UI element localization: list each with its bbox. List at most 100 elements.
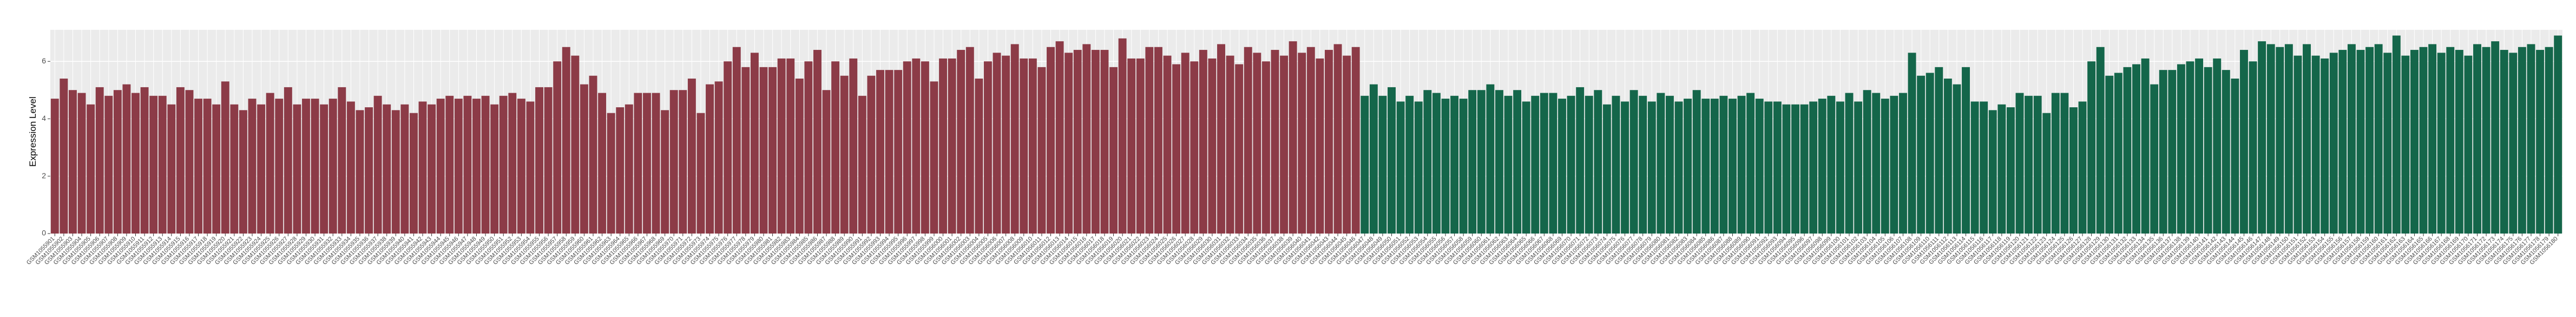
bar	[356, 110, 364, 234]
bar	[1863, 90, 1871, 234]
bar	[149, 95, 158, 234]
bar	[1504, 95, 1513, 234]
bar	[2491, 41, 2500, 234]
bar	[2536, 50, 2545, 234]
bar	[1908, 53, 1916, 234]
bar	[185, 90, 194, 234]
bar	[1549, 93, 1558, 234]
bar	[2464, 55, 2473, 234]
bar	[1953, 84, 1961, 234]
bar	[1316, 58, 1324, 234]
bar	[1432, 93, 1441, 234]
bar	[490, 104, 499, 234]
bar	[993, 53, 1001, 234]
bar	[2258, 41, 2266, 234]
bar	[1064, 53, 1073, 234]
bar	[652, 93, 660, 234]
bar	[903, 61, 911, 234]
bar	[2204, 67, 2212, 234]
bar	[445, 95, 454, 234]
bar	[221, 81, 229, 234]
bar	[2015, 93, 2024, 234]
bar	[948, 58, 956, 234]
bar	[1729, 99, 1737, 234]
bar	[1943, 79, 1952, 234]
bar	[1926, 73, 1934, 234]
bar	[1154, 47, 1162, 234]
bar	[230, 104, 239, 234]
bar	[472, 99, 481, 234]
bar	[1136, 58, 1145, 234]
bar	[2249, 61, 2257, 234]
bar	[714, 81, 723, 234]
bar	[2042, 113, 2051, 234]
bar	[2168, 70, 2177, 234]
bar	[930, 81, 938, 234]
y-tick-label: 6	[42, 56, 46, 65]
bar	[1764, 101, 1773, 234]
bar	[1037, 67, 1046, 234]
bar	[858, 95, 866, 234]
bar	[2114, 73, 2122, 234]
bar	[1486, 84, 1495, 234]
bar	[311, 99, 319, 234]
bar	[1970, 101, 1979, 234]
bar	[1477, 90, 1486, 234]
y-tick-label: 2	[42, 171, 46, 180]
bar	[2240, 50, 2248, 234]
bar	[248, 99, 257, 234]
bar	[643, 93, 651, 234]
bar	[687, 79, 696, 234]
bar	[2150, 84, 2159, 234]
bar	[365, 107, 373, 234]
bar	[2518, 47, 2526, 234]
bar	[1531, 95, 1540, 234]
bar	[2069, 107, 2078, 234]
bar	[77, 93, 86, 234]
bar	[526, 101, 535, 234]
bar	[481, 95, 490, 234]
bar	[1674, 101, 1683, 234]
bar	[1324, 50, 1333, 234]
bar	[463, 95, 472, 234]
bar	[634, 93, 642, 234]
bar	[2545, 47, 2553, 234]
bar	[1980, 101, 1988, 234]
bar	[275, 99, 284, 234]
bar	[1289, 41, 1297, 234]
bar	[517, 99, 525, 234]
bar	[2347, 44, 2356, 234]
bar	[293, 104, 301, 234]
bar	[1091, 50, 1100, 234]
bar	[328, 99, 337, 234]
bar	[975, 79, 983, 234]
bar	[1881, 99, 1889, 234]
bar	[795, 79, 804, 234]
bar	[1010, 44, 1019, 234]
bar	[1719, 95, 1728, 234]
bar	[1962, 67, 1970, 234]
bar	[1396, 101, 1405, 234]
bar	[409, 113, 418, 234]
bar	[284, 87, 292, 234]
bar	[1585, 95, 1593, 234]
bar	[921, 61, 929, 234]
bar	[140, 87, 149, 234]
bar	[1845, 93, 1854, 234]
bar	[2374, 44, 2383, 234]
bar	[894, 70, 903, 234]
bar	[1854, 101, 1863, 234]
bar	[957, 50, 965, 234]
bar	[1917, 75, 1926, 234]
bar	[1567, 95, 1575, 234]
bar	[1343, 55, 1351, 234]
bar	[1988, 110, 1997, 234]
bar	[1199, 50, 1207, 234]
bar	[625, 104, 633, 234]
bar	[553, 61, 562, 234]
bar	[2455, 50, 2463, 234]
bar	[544, 87, 553, 234]
bar	[2311, 55, 2320, 234]
bar	[724, 61, 732, 234]
